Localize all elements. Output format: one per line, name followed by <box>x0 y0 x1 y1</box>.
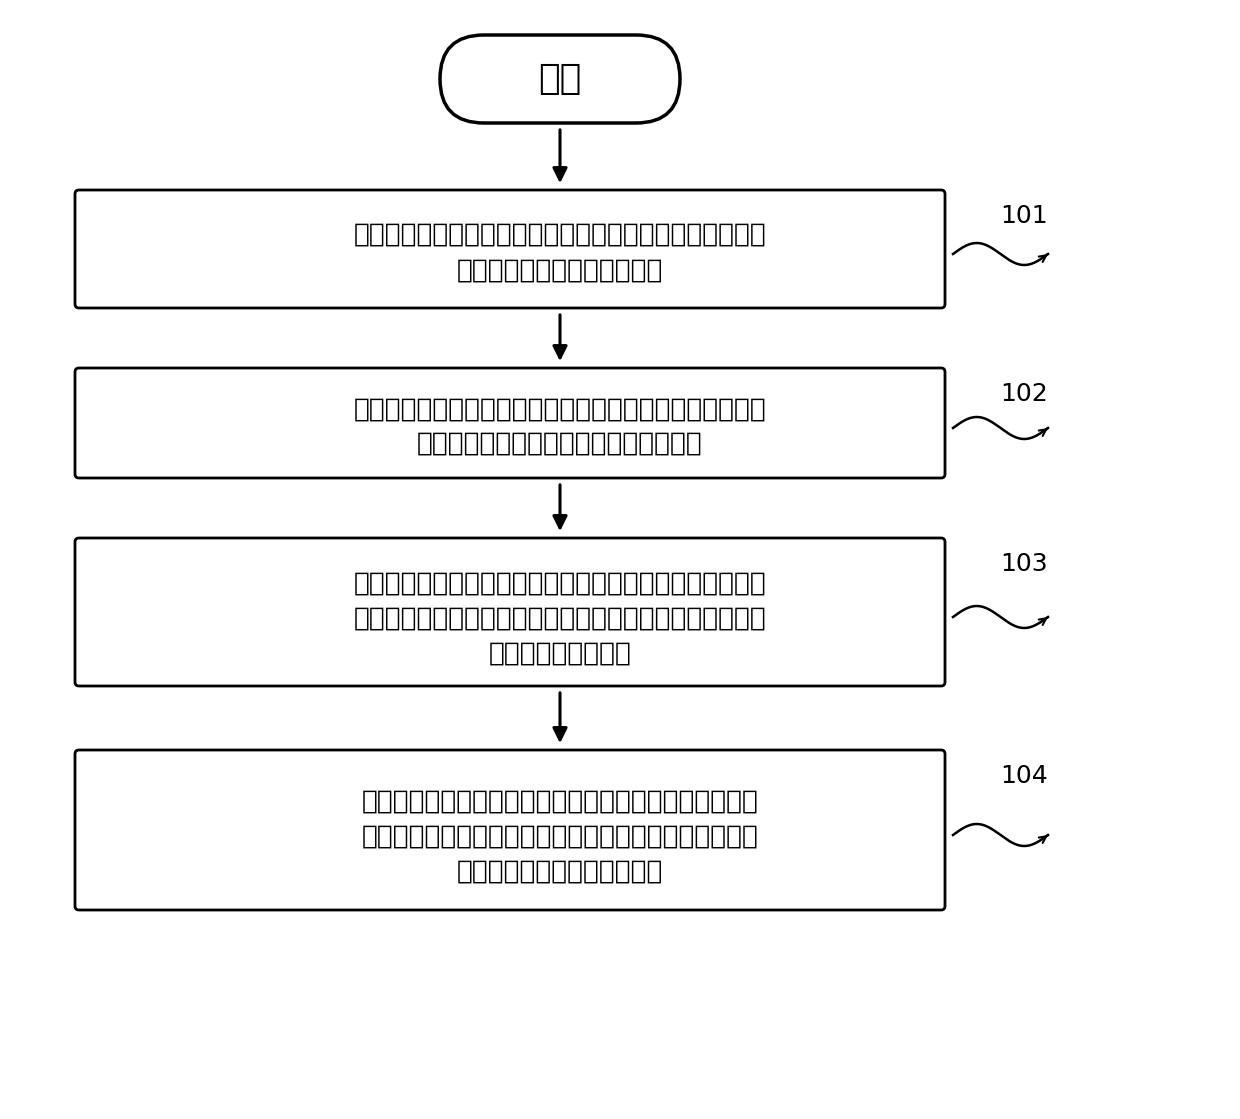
Text: 源数据信息、所述采购预测结果、所述销售源数据信息获: 源数据信息、所述采购预测结果、所述销售源数据信息获 <box>362 824 759 850</box>
Text: 数据信息获得销售额预测数据: 数据信息获得销售额预测数据 <box>456 258 663 284</box>
Text: 息获得采购预测结果: 息获得采购预测结果 <box>489 641 631 667</box>
Text: 104: 104 <box>999 764 1048 788</box>
FancyBboxPatch shape <box>74 538 945 686</box>
Text: 获得采购源数据信息，利于采购预测模型并基于所述采购源: 获得采购源数据信息，利于采购预测模型并基于所述采购源 <box>353 571 766 598</box>
Text: 数据信息、所述销售额预测数据以及所述供应商综合评分信: 数据信息、所述销售额预测数据以及所述供应商综合评分信 <box>353 606 766 632</box>
Text: 开始: 开始 <box>538 62 582 96</box>
Text: 103: 103 <box>999 552 1048 576</box>
FancyBboxPatch shape <box>74 750 945 910</box>
Text: 获得供应商源数据信息，利用供应商评估模型并基于所述供: 获得供应商源数据信息，利用供应商评估模型并基于所述供 <box>353 397 766 423</box>
Text: 应商源数据信息获得供应商综合评分信息: 应商源数据信息获得供应商综合评分信息 <box>417 431 703 457</box>
FancyBboxPatch shape <box>440 35 680 123</box>
Text: 102: 102 <box>999 382 1048 406</box>
FancyBboxPatch shape <box>74 190 945 308</box>
Text: 获得库存源数据信息，利用库存管理模型并基于所述库存: 获得库存源数据信息，利用库存管理模型并基于所述库存 <box>362 789 759 815</box>
Text: 101: 101 <box>999 204 1048 228</box>
Text: 获得销售源数据信息，利用销售预测模型并基于所述销售源: 获得销售源数据信息，利用销售预测模型并基于所述销售源 <box>353 222 766 248</box>
FancyBboxPatch shape <box>74 368 945 478</box>
Text: 得成品和原材料库存预测结果: 得成品和原材料库存预测结果 <box>456 859 663 885</box>
